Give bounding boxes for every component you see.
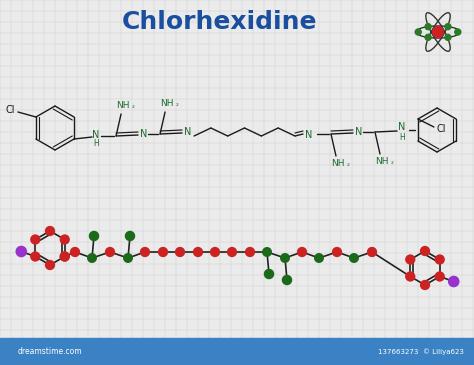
Point	[407, 257, 414, 262]
Text: N: N	[356, 127, 363, 137]
Text: ₂: ₂	[175, 101, 179, 107]
Text: H: H	[93, 139, 99, 149]
Bar	[0, 338, 474, 365]
Text: Chlorhexidine: Chlorhexidine	[122, 10, 318, 34]
Text: N: N	[140, 129, 148, 139]
Point	[450, 278, 457, 284]
Point	[124, 255, 132, 261]
Point	[61, 254, 69, 260]
Circle shape	[432, 27, 444, 38]
Circle shape	[425, 24, 431, 30]
Point	[283, 277, 291, 283]
Circle shape	[425, 34, 431, 41]
Point	[18, 249, 25, 254]
Text: NH: NH	[160, 100, 174, 108]
Point	[281, 255, 289, 261]
Point	[176, 249, 184, 255]
Text: Cl: Cl	[5, 105, 15, 115]
Point	[211, 249, 219, 255]
Point	[368, 249, 376, 255]
Text: ₂: ₂	[132, 103, 135, 109]
Point	[246, 249, 254, 255]
Point	[350, 255, 358, 261]
Point	[436, 257, 444, 262]
Point	[159, 249, 167, 255]
Point	[31, 237, 39, 242]
Circle shape	[415, 29, 421, 35]
Text: 137663273  © Liliya623: 137663273 © Liliya623	[378, 348, 464, 355]
Text: dreamstime.com: dreamstime.com	[18, 347, 82, 356]
Point	[31, 254, 39, 260]
Point	[265, 271, 273, 277]
Text: H: H	[399, 132, 405, 142]
Text: Cl: Cl	[436, 124, 446, 134]
Point	[421, 282, 429, 288]
Text: N: N	[305, 130, 313, 140]
Point	[194, 249, 202, 255]
Text: ₂: ₂	[391, 159, 393, 165]
Point	[126, 233, 134, 239]
Circle shape	[445, 34, 451, 41]
Text: NH: NH	[331, 160, 345, 169]
Point	[106, 249, 114, 255]
Point	[71, 249, 79, 255]
Text: NH: NH	[116, 101, 130, 111]
Text: ₂: ₂	[346, 161, 349, 167]
Point	[407, 274, 414, 280]
Text: N: N	[92, 130, 100, 140]
Point	[61, 254, 69, 260]
Text: N: N	[184, 127, 192, 137]
Point	[88, 255, 96, 261]
Point	[298, 249, 306, 255]
Text: N: N	[398, 122, 406, 132]
Point	[436, 274, 444, 280]
Point	[421, 248, 429, 254]
Circle shape	[455, 29, 461, 35]
Text: NH: NH	[375, 158, 389, 166]
Point	[46, 228, 54, 234]
Point	[228, 249, 236, 255]
Point	[141, 249, 149, 255]
Point	[61, 237, 69, 242]
Circle shape	[445, 24, 451, 30]
Point	[315, 255, 323, 261]
Point	[333, 249, 341, 255]
Point	[263, 249, 271, 255]
Point	[90, 233, 98, 239]
Point	[46, 262, 54, 268]
